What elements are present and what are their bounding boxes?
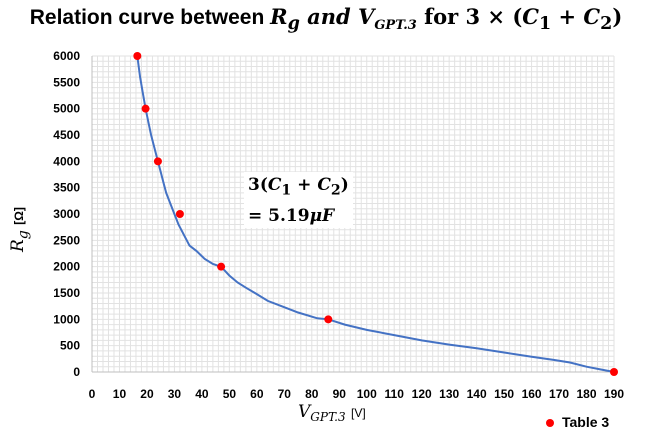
y-label-sub: g bbox=[15, 230, 32, 240]
x-tick-label: 0 bbox=[89, 387, 96, 401]
title-plus: + bbox=[551, 4, 584, 29]
y-tick-label: 1000 bbox=[53, 312, 80, 326]
x-label-var: V bbox=[298, 402, 311, 422]
y-label-var: R bbox=[8, 239, 28, 252]
annotation-c2: C bbox=[317, 175, 331, 195]
title-c2: C bbox=[583, 4, 601, 29]
table-3-point bbox=[133, 52, 142, 60]
x-label-sub: GPT.3 bbox=[310, 410, 346, 425]
legend-marker bbox=[546, 419, 554, 428]
table-3-point bbox=[324, 315, 333, 324]
legend: Table 3 bbox=[546, 414, 609, 430]
grid bbox=[91, 55, 615, 373]
annotation-line-2: = 5.19μF bbox=[248, 203, 353, 229]
title-prefix: Relation curve between bbox=[29, 6, 271, 29]
legend-label: Table 3 bbox=[562, 414, 610, 430]
x-tick-label: 50 bbox=[223, 387, 237, 401]
title-and-word: and bbox=[299, 4, 359, 29]
table-3-point bbox=[217, 262, 226, 271]
x-tick-label: 170 bbox=[549, 387, 569, 401]
x-tick-label: 60 bbox=[250, 387, 264, 401]
annotation-c2-sub: 2 bbox=[330, 182, 341, 199]
table-3-point bbox=[610, 368, 618, 376]
x-tick-label: 10 bbox=[113, 387, 127, 401]
title-v-var: V bbox=[358, 4, 375, 29]
y-tick-label: 500 bbox=[60, 339, 80, 353]
y-tick-label: 5500 bbox=[53, 75, 80, 89]
x-label-unit: [V] bbox=[351, 406, 366, 420]
x-axis-label: VGPT.3 [V] bbox=[298, 402, 366, 425]
annotation-c1: C bbox=[267, 175, 282, 195]
x-tick-label: 150 bbox=[494, 387, 514, 401]
title-c2-sub: 2 bbox=[600, 14, 613, 35]
annotation-line-1: 3(C1 + C2) bbox=[248, 172, 353, 203]
capacitance-annotation: 3(C1 + C2) = 5.19μF bbox=[244, 172, 353, 228]
x-tick-label: 40 bbox=[195, 387, 209, 401]
x-tick-label: 20 bbox=[140, 387, 154, 401]
x-tick-label: 70 bbox=[278, 387, 292, 401]
title-close: ) bbox=[612, 4, 623, 29]
x-tick-label: 130 bbox=[439, 387, 459, 401]
table-3-point bbox=[141, 104, 150, 113]
title-c1-sub: 1 bbox=[539, 14, 552, 35]
table-3-point bbox=[175, 210, 184, 218]
x-tick-label: 100 bbox=[357, 387, 377, 401]
y-label-unit: [Ω] bbox=[12, 207, 26, 225]
x-tick-label: 140 bbox=[467, 387, 487, 401]
y-tick-label: 4000 bbox=[53, 154, 80, 168]
title-c1: C bbox=[522, 4, 539, 29]
x-tick-label: 180 bbox=[577, 387, 597, 401]
annotation-value: = 5.19 bbox=[248, 206, 310, 227]
annotation-plus: + bbox=[291, 175, 318, 195]
title-suffix-for: for 3 × ( bbox=[416, 4, 523, 29]
y-tick-label: 3000 bbox=[53, 207, 80, 221]
x-tick-label: 190 bbox=[604, 387, 624, 401]
x-tick-label: 90 bbox=[333, 387, 347, 401]
y-tick-label: 2000 bbox=[53, 260, 80, 274]
annotation-unit: μF bbox=[309, 206, 335, 227]
title-v-sub: GPT.3 bbox=[374, 18, 417, 34]
annotation-c1-sub: 1 bbox=[281, 182, 292, 199]
y-tick-label: 1500 bbox=[53, 286, 80, 300]
chart-title: Relation curve between Rg and VGPT.3 for… bbox=[0, 4, 652, 34]
y-tick-label: 3500 bbox=[53, 181, 80, 195]
x-tick-label: 110 bbox=[385, 387, 405, 401]
x-tick-label: 80 bbox=[305, 387, 319, 401]
series-points bbox=[133, 52, 618, 376]
title-r-sub: g bbox=[287, 14, 300, 35]
y-axis-label: Rg [Ω] bbox=[8, 207, 31, 252]
axes bbox=[91, 56, 614, 373]
x-tick-label: 30 bbox=[168, 387, 182, 401]
y-tick-label: 5000 bbox=[53, 102, 80, 116]
x-tick-label: 120 bbox=[412, 387, 432, 401]
x-tick-label: 160 bbox=[522, 387, 542, 401]
annotation-coef: 3( bbox=[248, 175, 268, 195]
table-3-point bbox=[153, 157, 162, 166]
y-tick-label: 6000 bbox=[53, 49, 80, 63]
y-tick-label: 0 bbox=[73, 365, 80, 379]
y-tick-label: 2500 bbox=[53, 233, 80, 247]
title-r-var: R bbox=[270, 4, 288, 29]
tick-labels: 0 10 20 30 40 50 60 70 80 90 100 110 120 130 140 150 160… bbox=[53, 49, 624, 401]
y-tick-label: 4500 bbox=[53, 128, 80, 142]
annotation-close: ) bbox=[340, 175, 349, 195]
